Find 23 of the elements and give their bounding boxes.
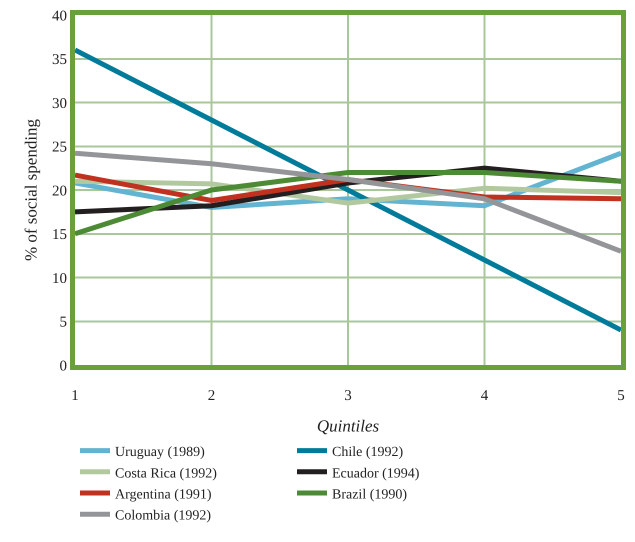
legend-label: Uruguay (1989) xyxy=(115,445,206,460)
legend-label: Ecuador (1994) xyxy=(332,466,420,482)
legend-label: Colombia (1992) xyxy=(115,508,212,524)
y-tick-label: 40 xyxy=(52,8,67,24)
legend-label: Argentina (1991) xyxy=(115,487,212,502)
x-tick-label: 1 xyxy=(71,388,79,404)
y-tick-label: 5 xyxy=(60,314,67,330)
x-tick-label: 5 xyxy=(617,388,625,404)
y-tick-label: 30 xyxy=(52,96,67,112)
x-tick-label: 2 xyxy=(208,388,216,404)
y-tick-label: 25 xyxy=(52,140,67,156)
legend-label: Brazil (1990) xyxy=(332,487,408,502)
legend-label: Chile (1992) xyxy=(332,445,404,460)
legend-label: Costa Rica (1992) xyxy=(115,466,218,482)
y-tick-label: 0 xyxy=(60,358,67,374)
y-tick-label: 35 xyxy=(52,52,67,68)
y-tick-label: 20 xyxy=(52,183,67,200)
y-tick-label: 10 xyxy=(52,270,67,287)
y-axis-title: % of social spending xyxy=(22,118,41,262)
y-tick-label: 15 xyxy=(52,227,67,243)
x-tick-label: 3 xyxy=(344,388,352,404)
x-axis-title: Quintiles xyxy=(316,416,380,436)
x-tick-label: 4 xyxy=(480,388,489,404)
